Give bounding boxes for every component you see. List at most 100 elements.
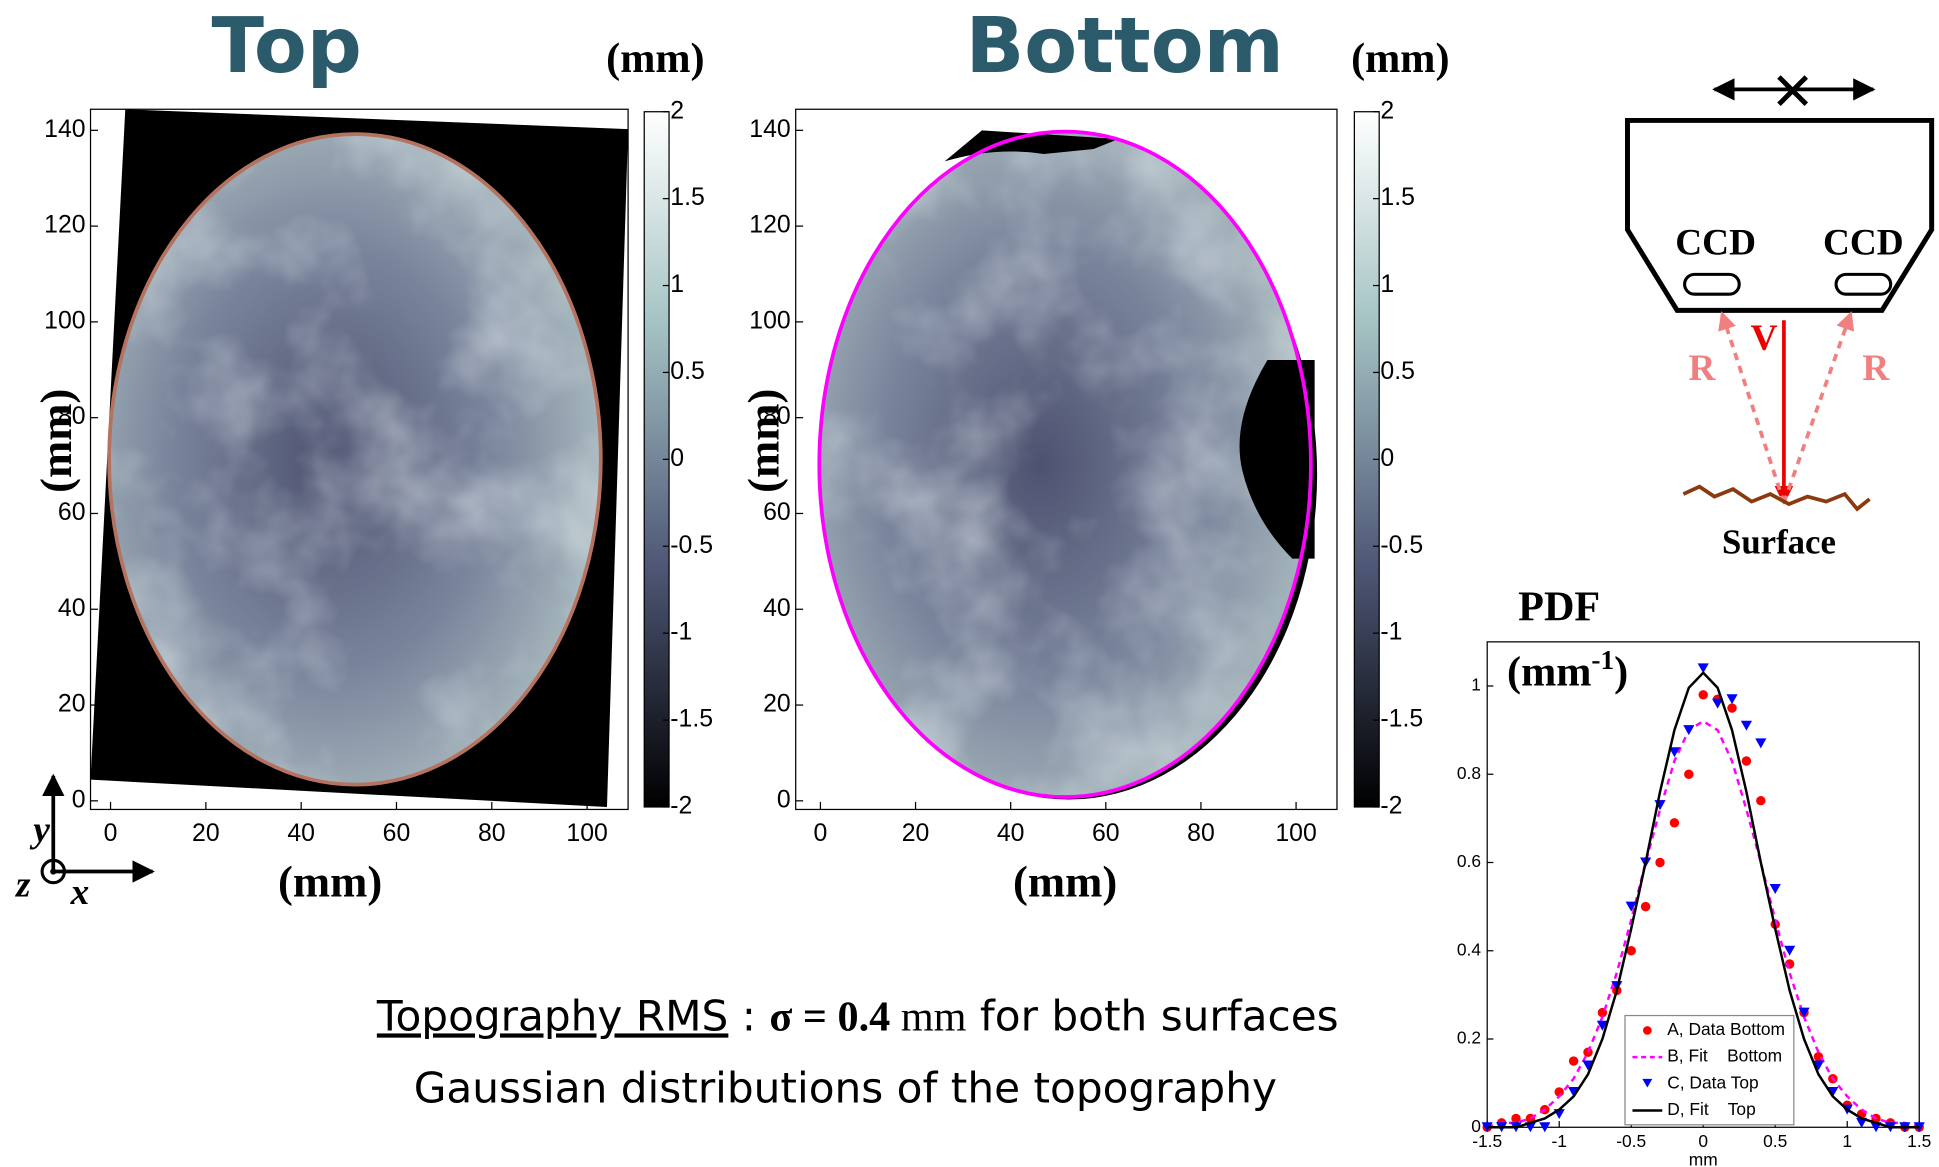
- axis-letter: x: [70, 872, 90, 913]
- x-axis-label: (mm): [1013, 856, 1117, 906]
- x-tick-label: 0.5: [1763, 1131, 1787, 1151]
- colorbar-tick-label: 1: [1380, 271, 1394, 298]
- y-tick-label: 0: [72, 786, 86, 813]
- x-tick-label: 100: [566, 820, 607, 847]
- y-tick-label: 100: [749, 307, 790, 334]
- v-label: V: [1751, 318, 1778, 359]
- x-tick-label: 1.5: [1907, 1131, 1931, 1151]
- data-point: [1684, 770, 1693, 779]
- data-point: [1670, 818, 1679, 827]
- y-tick-label: 20: [763, 691, 791, 718]
- colorbar-tick-label: 0: [1380, 445, 1394, 472]
- colorbar-tick-label: 2: [670, 97, 684, 124]
- x-tick-label: -1: [1551, 1131, 1566, 1151]
- y-tick-label: 40: [763, 595, 791, 622]
- colorbar-label: (mm): [606, 35, 704, 82]
- chart-title: PDF: [1518, 584, 1600, 631]
- page: 02040608010002040608010012014021.510.50-…: [0, 0, 1939, 1167]
- r-label: R: [1862, 348, 1890, 389]
- y-axis-label-part: (mm: [1507, 648, 1591, 695]
- r-label: R: [1689, 348, 1717, 389]
- y-axis-label: (mm): [739, 389, 789, 493]
- y-tick-label: 0: [777, 786, 791, 813]
- data-point: [1756, 796, 1765, 805]
- legend-label: D, Fit Top: [1667, 1099, 1756, 1119]
- colorbar-label: (mm): [1351, 35, 1449, 82]
- caption-unit: mm: [890, 993, 966, 1040]
- caption-line: Topography RMS : σ = 0.4 mm for both sur…: [376, 991, 1339, 1040]
- y-tick-label: 0.6: [1457, 851, 1481, 871]
- caption-line: Gaussian distributions of the topography: [414, 1063, 1277, 1112]
- x-tick-label: 0: [1698, 1131, 1708, 1151]
- y-tick-label: 20: [58, 691, 86, 718]
- data-point: [1655, 858, 1664, 867]
- surface-label: Surface: [1722, 523, 1836, 562]
- colorbar-tick-label: -2: [1380, 793, 1402, 820]
- y-tick-label: 1: [1471, 675, 1481, 695]
- caption-text: :: [728, 991, 769, 1040]
- x-axis-label: mm: [1689, 1149, 1718, 1167]
- colorbar-tick-label: -1: [670, 619, 692, 646]
- y-axis-label-exponent: -1: [1591, 645, 1614, 675]
- data-point: [1641, 902, 1650, 911]
- x-tick-label: 80: [1187, 820, 1215, 847]
- y-tick-label: 0.4: [1457, 939, 1481, 959]
- x-tick-label: 1: [1842, 1131, 1852, 1151]
- x-tick-label: 60: [383, 820, 411, 847]
- scanner-diagram: CCD CCD V R R Surface: [1627, 77, 1931, 562]
- y-tick-label: 60: [763, 499, 791, 526]
- data-point: [1583, 1048, 1592, 1057]
- caption-sigma: σ = 0.4: [769, 993, 890, 1040]
- y-tick-label: 0.2: [1457, 1028, 1481, 1048]
- legend-label: C, Data Top: [1667, 1072, 1758, 1092]
- legend-label: A, Data Bottom: [1667, 1019, 1785, 1039]
- figure: 02040608010002040608010012014021.510.50-…: [0, 0, 1939, 1167]
- x-tick-label: 40: [997, 820, 1025, 847]
- x-tick-label: 40: [287, 820, 315, 847]
- colorbar-tick-label: 2: [1380, 97, 1394, 124]
- colorbar-tick-label: -0.5: [1380, 532, 1423, 559]
- chart-title: Top: [212, 2, 362, 91]
- colorbar-tick-label: -0.5: [670, 532, 713, 559]
- y-tick-label: 40: [58, 595, 86, 622]
- colorbar-tick-label: -1.5: [670, 706, 713, 733]
- x-tick-label: -0.5: [1616, 1131, 1646, 1151]
- data-point: [1742, 756, 1751, 765]
- x-tick-label: 80: [478, 820, 506, 847]
- axis-letter: y: [29, 810, 50, 851]
- ccd-label: CCD: [1675, 223, 1756, 264]
- y-axis-label-part: ): [1614, 648, 1628, 695]
- y-tick-label: 140: [749, 116, 790, 143]
- y-tick-label: 120: [44, 212, 85, 239]
- y-tick-label: 100: [44, 307, 85, 334]
- legend-label: B, Fit Bottom: [1667, 1046, 1782, 1066]
- data-point: [1569, 1056, 1578, 1065]
- colorbar-tick-label: 0.5: [670, 358, 704, 385]
- y-tick-label: 60: [58, 499, 86, 526]
- data-point: [1727, 703, 1736, 712]
- surface-texture: [109, 134, 601, 785]
- colorbar-tick-label: 0.5: [1380, 358, 1415, 385]
- y-tick-label: 0: [1471, 1116, 1481, 1136]
- ccd-label: CCD: [1823, 223, 1904, 264]
- colorbar-tick-label: 1.5: [670, 184, 704, 211]
- legend-swatch: [1643, 1026, 1652, 1035]
- caption-underlined: Topography RMS: [376, 991, 728, 1040]
- colorbar-tick-label: 0: [670, 445, 684, 472]
- axis-letter: z: [14, 864, 31, 905]
- colorbar-tick-label: 1.5: [1380, 184, 1415, 211]
- y-tick-label: 120: [749, 212, 790, 239]
- y-tick-label: 140: [44, 116, 85, 143]
- chart-title: Bottom: [966, 2, 1284, 91]
- x-tick-label: 20: [902, 820, 930, 847]
- x-tick-label: 20: [192, 820, 220, 847]
- x-tick-label: 60: [1092, 820, 1120, 847]
- caption-text: for both surfaces: [967, 991, 1339, 1040]
- colorbar-tick-label: -1: [1380, 619, 1402, 646]
- data-point: [1699, 690, 1708, 699]
- x-tick-label: 0: [814, 820, 828, 847]
- surface-texture: [819, 132, 1311, 797]
- x-axis-label: (mm): [278, 856, 382, 906]
- y-axis-label: (mm): [31, 389, 81, 493]
- colorbar-tick-label: -1.5: [1380, 706, 1423, 733]
